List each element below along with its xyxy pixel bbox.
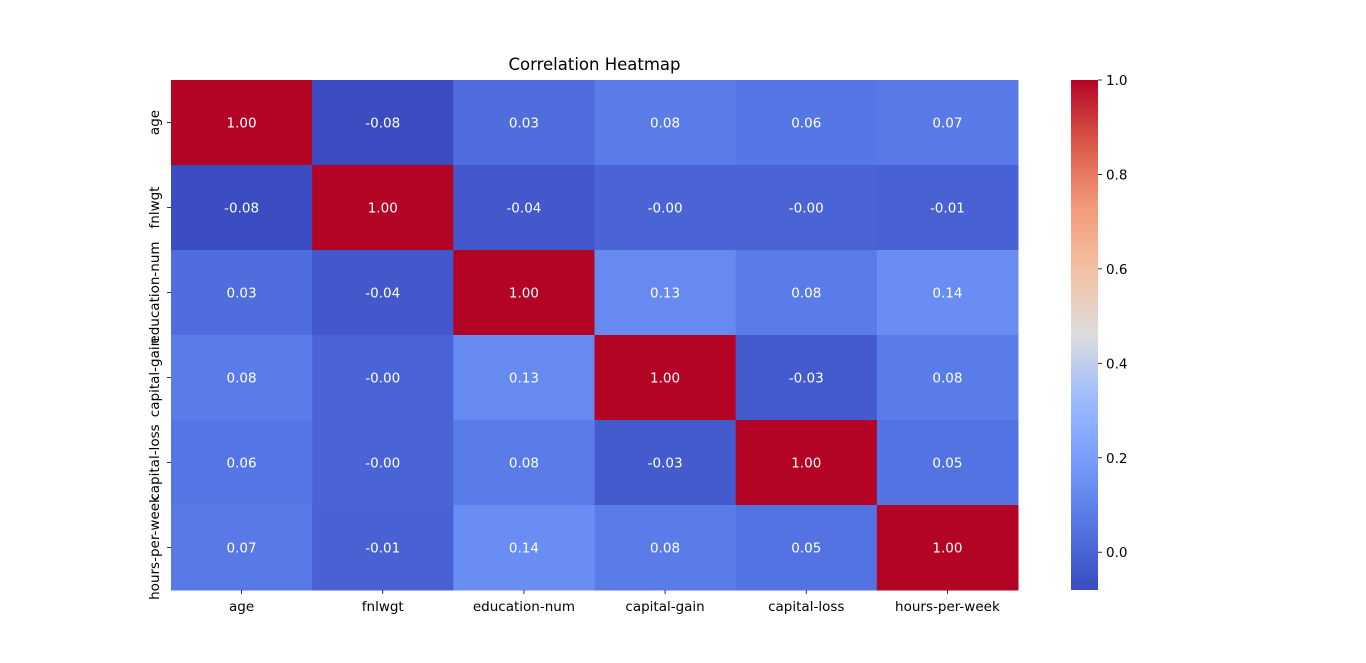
- heatmap-cell: [876, 505, 1019, 591]
- heatmap-cell: [876, 420, 1019, 506]
- heatmap-cell: [735, 80, 878, 166]
- cell-value-label: 0.06: [791, 116, 821, 132]
- heatmap-cell: [312, 80, 454, 166]
- cell-value-label: 0.08: [791, 286, 821, 302]
- heatmap-cell: [594, 250, 737, 336]
- colorbar-tick-label: 0.6: [1106, 262, 1127, 278]
- cell-value-label: 0.07: [932, 116, 962, 132]
- heatmap-cell: [876, 250, 1019, 336]
- cell-value-label: -0.04: [365, 286, 400, 302]
- cell-value-label: 1.00: [932, 541, 962, 557]
- cell-value-label: 1.00: [650, 371, 680, 387]
- heatmap-cell: [312, 335, 454, 421]
- heatmap-cell: [453, 420, 595, 506]
- colorbar-ticks: 0.0 0.2 0.4 0.6 0.8 1.0: [1098, 73, 1127, 561]
- heatmap-cell: [735, 165, 878, 251]
- heatmap-cell: [453, 505, 595, 591]
- y-tick-label: hours-per-week: [147, 495, 163, 600]
- heatmap-cell: [594, 165, 737, 251]
- heatmap-cell: [171, 335, 313, 421]
- heatmap-cell: [876, 165, 1019, 251]
- cell-value-label: 0.08: [227, 371, 257, 387]
- y-tick-label: fnlwgt: [147, 187, 163, 229]
- heatmap-cell: [312, 420, 454, 506]
- x-tick-label: capital-gain: [625, 599, 704, 615]
- cell-value-label: -0.04: [506, 201, 541, 217]
- cell-value-label: 0.07: [227, 541, 257, 557]
- cell-value-label: 1.00: [509, 286, 539, 302]
- x-tick-label: hours-per-week: [895, 599, 1000, 615]
- cell-value-label: 0.14: [509, 541, 539, 557]
- cell-value-label: -0.03: [789, 371, 824, 387]
- heatmap-cell: [594, 80, 737, 166]
- y-tick-label: capital-gain: [147, 338, 163, 417]
- cell-value-label: 0.08: [932, 371, 962, 387]
- cell-value-label: 1.00: [227, 116, 257, 132]
- cell-value-label: 0.03: [509, 116, 539, 132]
- heatmap-cell: [735, 250, 878, 336]
- colorbar-gradient: [1071, 80, 1098, 590]
- cell-value-label: 0.08: [650, 541, 680, 557]
- cell-value-label: -0.00: [648, 201, 683, 217]
- heatmap-cell: [735, 335, 878, 421]
- y-tick-label: education-num: [147, 241, 163, 343]
- heatmap-cell: [171, 420, 313, 506]
- cell-value-label: 1.00: [791, 456, 821, 472]
- heatmap-cell: [876, 80, 1019, 166]
- cell-value-label: -0.08: [224, 201, 259, 217]
- cell-value-label: 0.13: [509, 371, 539, 387]
- heatmap-cell: [453, 80, 595, 166]
- cell-value-label: -0.00: [365, 371, 400, 387]
- cell-value-label: 0.14: [932, 286, 962, 302]
- cell-value-label: -0.00: [789, 201, 824, 217]
- heatmap-cell: [735, 505, 878, 591]
- heatmap-cell: [171, 250, 313, 336]
- colorbar-tick-label: 0.4: [1106, 356, 1127, 372]
- y-tick-label: age: [147, 110, 163, 135]
- heatmap-cell: [171, 80, 313, 166]
- cell-value-label: 0.06: [227, 456, 257, 472]
- heatmap-cell: [735, 420, 878, 506]
- cell-value-label: -0.08: [365, 116, 400, 132]
- heatmap-cell: [876, 335, 1019, 421]
- x-tick-label: capital-loss: [768, 599, 844, 615]
- heatmap-cell: [312, 165, 454, 251]
- cell-value-label: 0.13: [650, 286, 680, 302]
- heatmap-cells: 1.00 -0.08 0.03 0.08 0.06 0.07 -0.08 1.00 -0.04 -…: [171, 80, 1019, 591]
- heatmap-cell: [171, 165, 313, 251]
- x-tick-label: age: [229, 599, 254, 615]
- y-tick-label: capital-loss: [147, 424, 163, 500]
- heatmap-cell: [312, 505, 454, 591]
- colorbar-tick-label: 0.8: [1106, 167, 1127, 183]
- cell-value-label: 0.08: [509, 456, 539, 472]
- colorbar: 0.0 0.2 0.4 0.6 0.8 1.0: [1071, 73, 1127, 590]
- x-tick-label: fnlwgt: [362, 599, 404, 615]
- cell-value-label: -0.01: [930, 201, 965, 217]
- cell-value-label: -0.01: [365, 541, 400, 557]
- cell-value-label: 0.08: [650, 116, 680, 132]
- heatmap-cell: [453, 250, 595, 336]
- x-tick-label: education-num: [473, 599, 575, 615]
- cell-value-label: 0.03: [227, 286, 257, 302]
- cell-value-label: -0.00: [365, 456, 400, 472]
- colorbar-tick-label: 1.0: [1106, 73, 1127, 89]
- cell-value-label: -0.03: [648, 456, 683, 472]
- x-axis-ticks: age fnlwgt education-num capital-gain capita…: [229, 590, 1000, 615]
- heatmap-cell: [594, 420, 737, 506]
- cell-value-label: 0.05: [791, 541, 821, 557]
- heatmap-cell: [594, 335, 737, 421]
- cell-value-label: 0.05: [932, 456, 962, 472]
- heatmap-cell: [171, 505, 313, 591]
- heatmap-cell: [594, 505, 737, 591]
- heatmap-cell: [453, 335, 595, 421]
- colorbar-tick-label: 0.0: [1106, 545, 1127, 561]
- colorbar-tick-label: 0.2: [1106, 451, 1127, 467]
- chart-title: Correlation Heatmap: [508, 55, 680, 74]
- heatmap-cell: [312, 250, 454, 336]
- heatmap-cell: [453, 165, 595, 251]
- cell-value-label: 1.00: [368, 201, 398, 217]
